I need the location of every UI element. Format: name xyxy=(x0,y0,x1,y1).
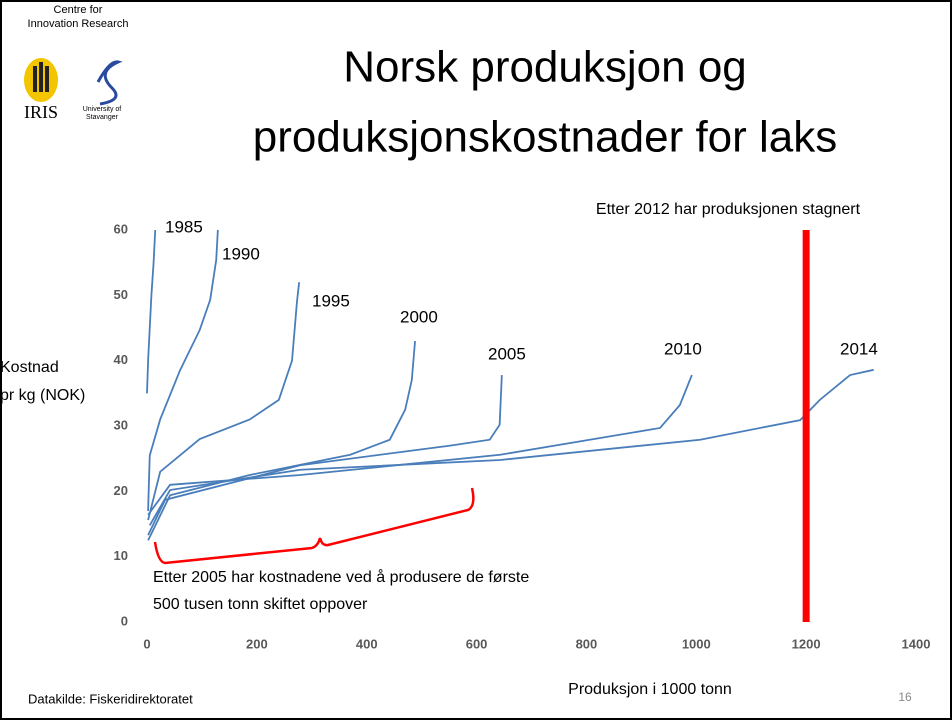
x-tick-label: 0 xyxy=(143,636,150,651)
series-label: 1985 xyxy=(165,217,203,236)
y-tick-label: 10 xyxy=(114,548,128,563)
x-tick-label: 1400 xyxy=(902,636,931,651)
title: Norsk produksjon og xyxy=(343,43,747,92)
x-tick-label: 1200 xyxy=(792,636,821,651)
series-label: 2014 xyxy=(840,339,878,358)
x-tick-label: 1000 xyxy=(682,636,711,651)
series-label: 2010 xyxy=(664,339,702,358)
x-tick-label: 400 xyxy=(356,636,378,651)
iris-logo xyxy=(24,58,58,102)
cost-curve xyxy=(147,374,693,516)
x-tick-label: 800 xyxy=(576,636,598,651)
series-label: 1995 xyxy=(312,291,350,310)
source: Datakilde: Fiskeridirektoratet xyxy=(28,691,193,706)
cost-curve xyxy=(148,368,874,526)
y-tick-label: 0 xyxy=(121,613,128,628)
series-label: 2000 xyxy=(400,307,438,326)
x-tick-label: 600 xyxy=(466,636,488,651)
series-label: 2005 xyxy=(488,344,526,363)
logo-text: University of xyxy=(83,106,122,113)
y-tick-label: 60 xyxy=(114,221,128,236)
cost-curve xyxy=(147,340,416,541)
uis-logo xyxy=(96,60,123,106)
y-axis-label: pr kg (NOK) xyxy=(0,387,85,404)
logo-text: Stavanger xyxy=(86,114,119,121)
y-tick-label: 30 xyxy=(114,417,128,432)
series-label: 1990 xyxy=(222,244,260,263)
y-axis-label: Kostnad xyxy=(0,359,59,376)
reference-label: Etter 2012 har produksjonen stagnert xyxy=(596,201,861,218)
y-tick-label: 20 xyxy=(114,483,128,498)
x-tick-label: 200 xyxy=(246,636,268,651)
annotation: Etter 2005 har kostnadene ved å produser… xyxy=(153,568,529,586)
org-text: Centre for xyxy=(54,4,103,16)
page-number: 16 xyxy=(898,690,912,704)
org-text: Innovation Research xyxy=(28,18,129,30)
logo-text: IRIS xyxy=(24,102,58,122)
cost-curve xyxy=(146,229,157,394)
title: produksjonskostnader for laks xyxy=(253,113,838,162)
cost-curve xyxy=(147,229,219,511)
annotation: 500 tusen tonn skiftet oppover xyxy=(153,596,368,613)
x-axis-label: Produksjon i 1000 tonn xyxy=(568,681,732,698)
cost-curve xyxy=(147,282,301,521)
y-tick-label: 50 xyxy=(114,287,128,302)
bracket xyxy=(153,487,475,565)
y-tick-label: 40 xyxy=(114,352,128,367)
